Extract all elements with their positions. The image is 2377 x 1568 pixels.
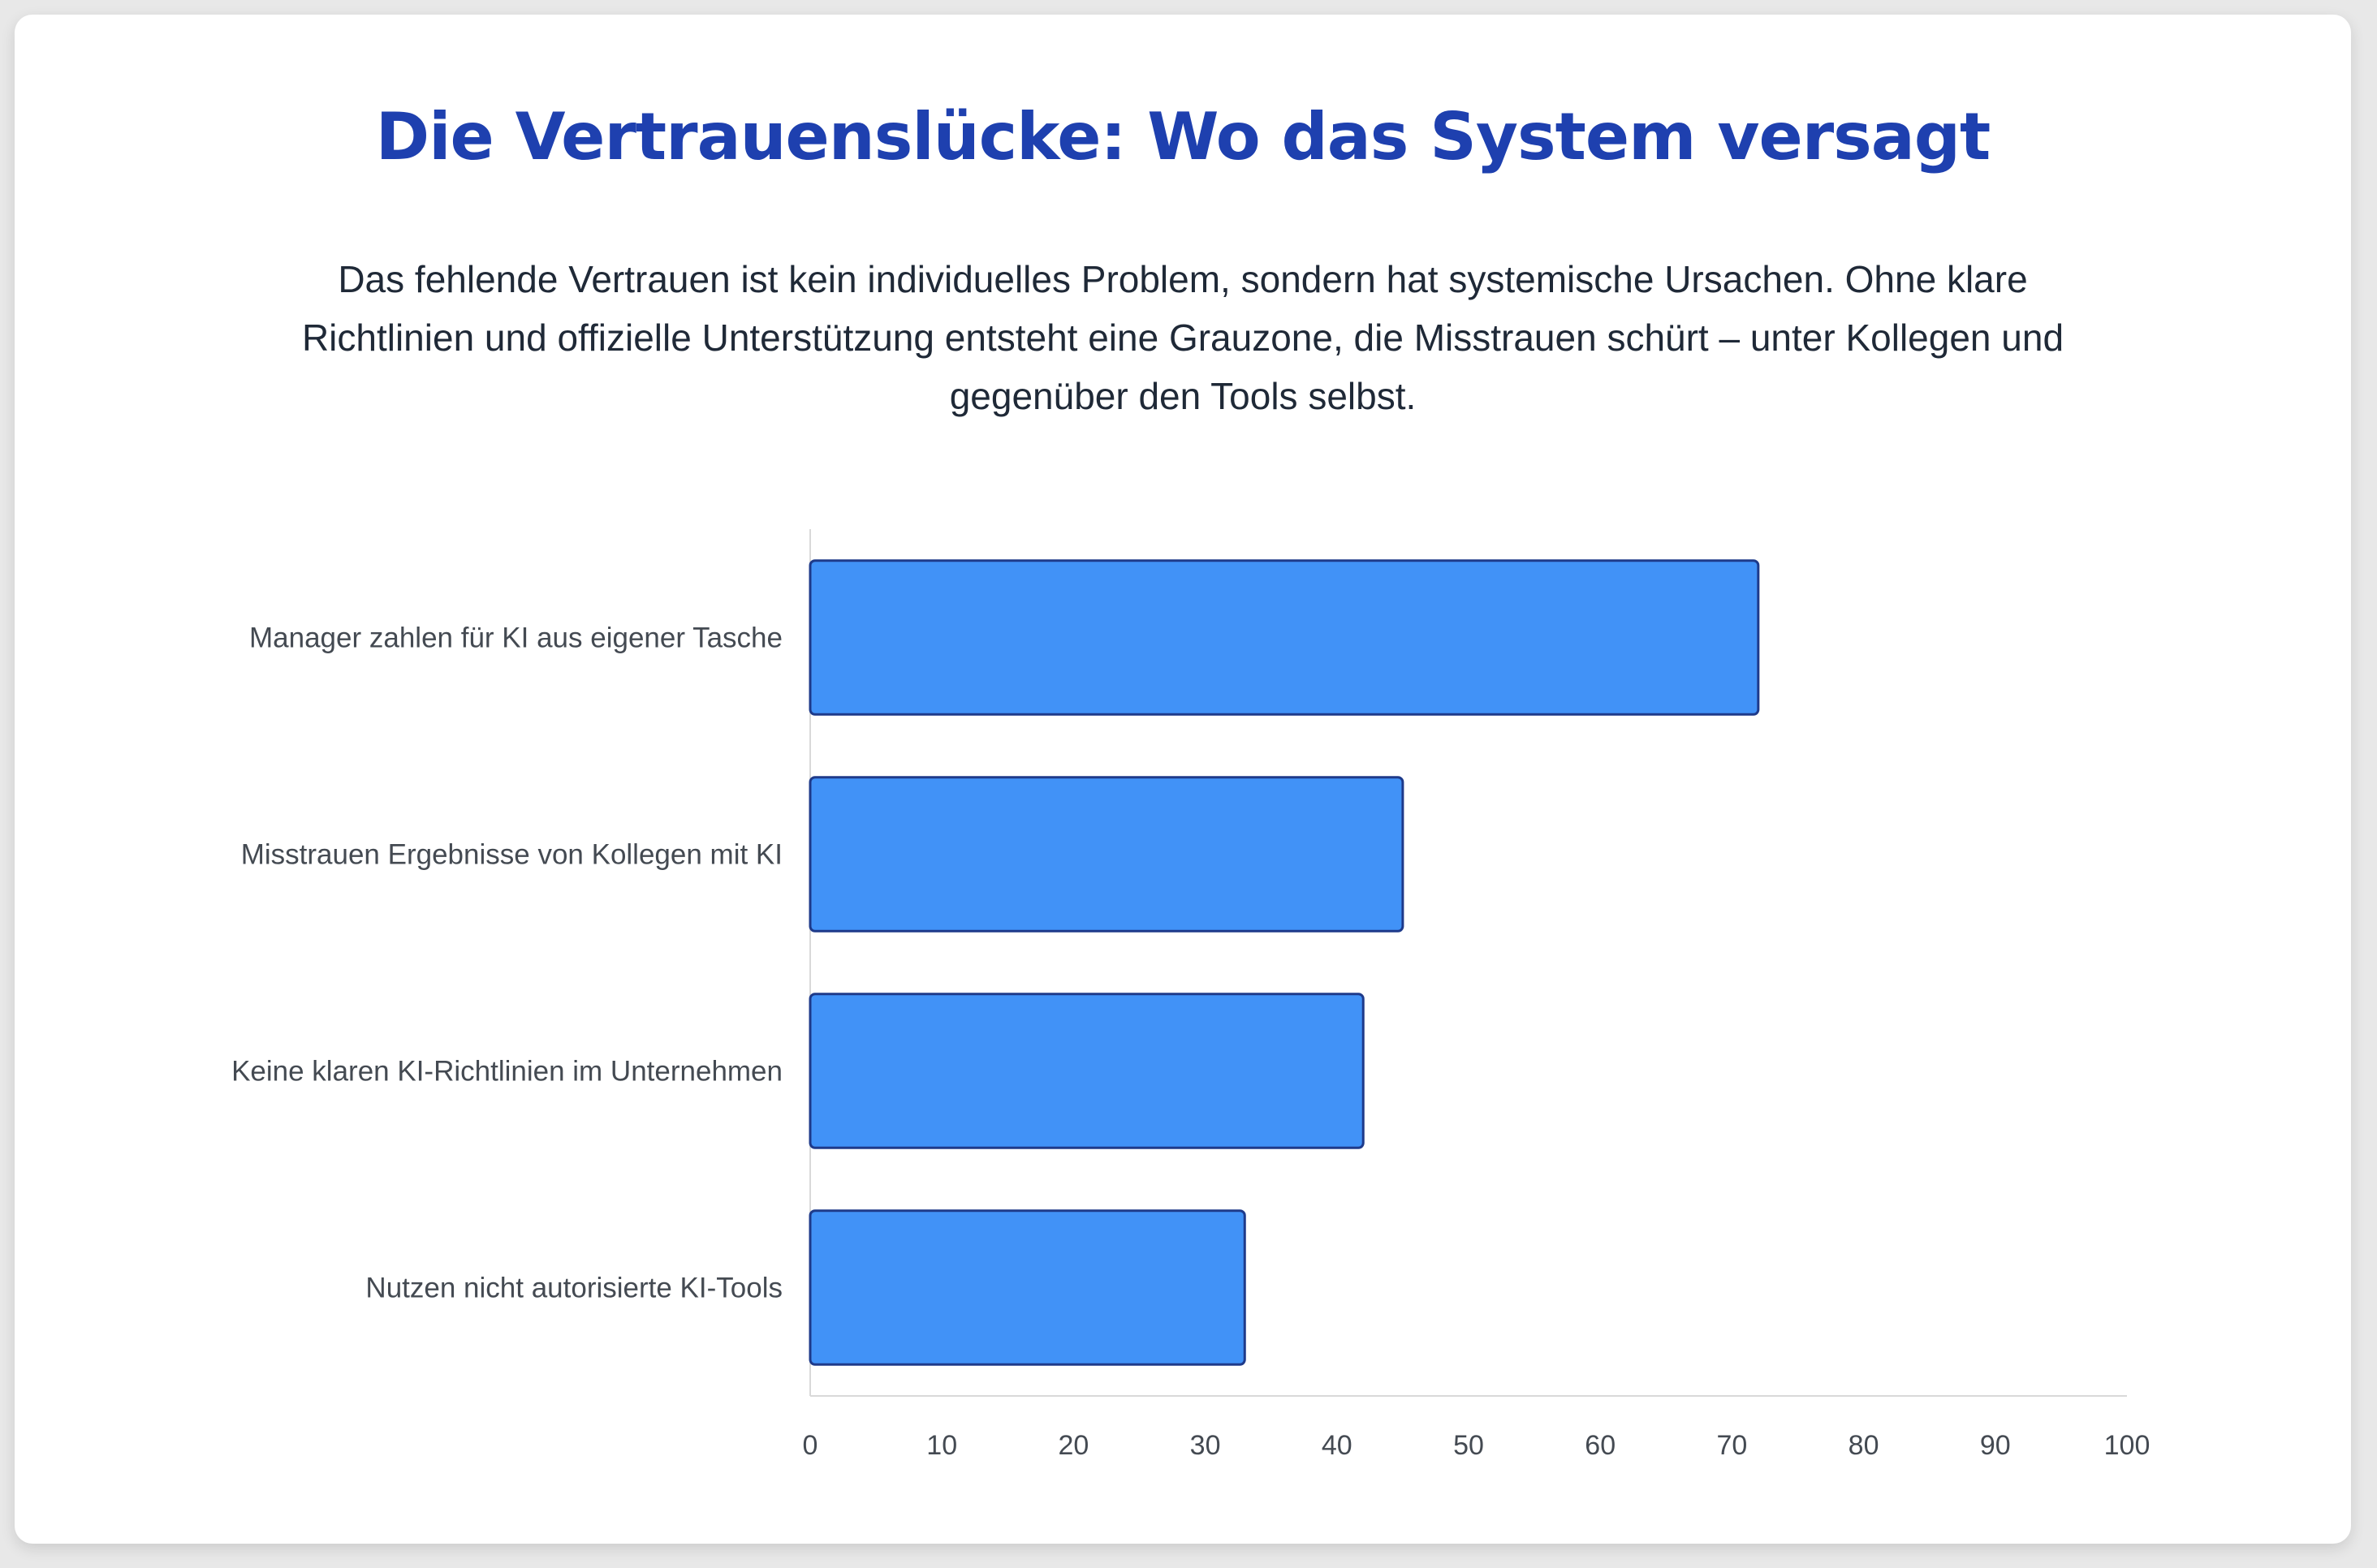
- bar[interactable]: [809, 559, 1760, 716]
- bar[interactable]: [809, 1209, 1246, 1366]
- category-label: Nutzen nicht autorisierte KI-Tools: [365, 1273, 783, 1304]
- chart-card: Die Vertrauenslücke: Wo das System versa…: [15, 15, 2351, 1544]
- page-subtitle: Das fehlende Vertrauen ist kein individu…: [301, 258, 2064, 417]
- bar[interactable]: [809, 776, 1404, 933]
- category-label: Keine klaren KI-Richtlinien im Unternehm…: [231, 1056, 783, 1088]
- page-title: Die Vertrauenslücke: Wo das System versa…: [375, 99, 1991, 174]
- x-tick-label: 80: [1849, 1430, 1879, 1461]
- bar-group: Keine klaren KI-Richtlinien im Unternehm…: [231, 993, 1365, 1149]
- x-tick-label: 60: [1585, 1430, 1616, 1461]
- x-tick-label: 30: [1190, 1430, 1221, 1461]
- x-tick-label: 90: [1980, 1430, 2011, 1461]
- x-tick-label: 40: [1322, 1430, 1352, 1461]
- x-tick-label: 50: [1453, 1430, 1484, 1461]
- x-tick-label: 70: [1716, 1430, 1747, 1461]
- bar[interactable]: [809, 993, 1365, 1149]
- bar-chart: Manager zahlen für KI aus eigener Tasche…: [231, 529, 2151, 1461]
- x-tick-label: 0: [803, 1430, 818, 1461]
- bar-group: Manager zahlen für KI aus eigener Tasche: [249, 559, 1760, 716]
- bar-group: Misstrauen Ergebnisse von Kollegen mit K…: [241, 776, 1404, 933]
- category-label: Manager zahlen für KI aus eigener Tasche: [249, 622, 783, 654]
- x-tick-label: 10: [926, 1430, 957, 1461]
- category-label: Misstrauen Ergebnisse von Kollegen mit K…: [241, 839, 783, 871]
- x-tick-label: 100: [2104, 1430, 2151, 1461]
- x-tick-label: 20: [1058, 1430, 1089, 1461]
- bar-group: Nutzen nicht autorisierte KI-Tools: [365, 1209, 1246, 1366]
